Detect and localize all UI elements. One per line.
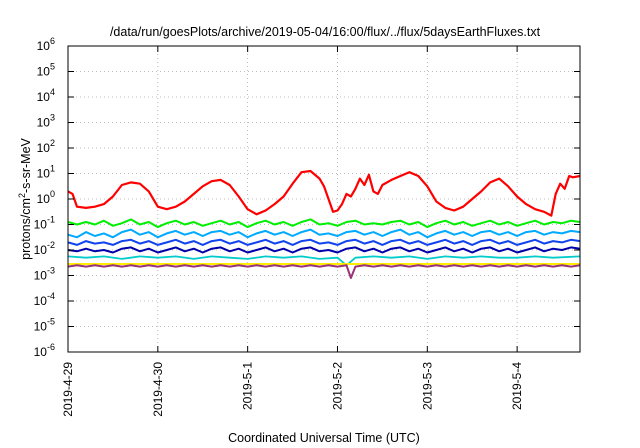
- y-tick-label-exp: 4: [50, 87, 55, 97]
- y-axis-label-pre: protons/cm: [19, 198, 33, 260]
- y-tick-label-base: 10: [34, 218, 48, 232]
- series-line-2: [67, 228, 581, 239]
- y-tick-label-12: 106: [37, 36, 55, 53]
- y-tick-label-exp: -1: [47, 215, 55, 225]
- x-axis-label: Coordinated Universal Time (UTC): [228, 431, 420, 445]
- y-tick-label-1: 10-5: [34, 317, 55, 334]
- y-tick-label-0: 10-6: [34, 342, 55, 359]
- series-line-3: [67, 238, 581, 246]
- y-tick-label-base: 10: [34, 269, 48, 283]
- y-tick-label-base: 10: [34, 345, 48, 359]
- y-tick-label-base: 10: [37, 192, 51, 206]
- y-tick-label-10: 104: [37, 87, 55, 104]
- series-line-4: [67, 246, 581, 254]
- y-tick-label-exp: 5: [50, 62, 55, 72]
- y-tick-label-base: 10: [37, 39, 51, 53]
- y-axis-label-sup: 2: [17, 193, 27, 198]
- y-tick-label-exp: -3: [47, 266, 55, 276]
- x-tick-label-0: 2019-4-29: [61, 362, 75, 417]
- y-tick-label-8: 102: [37, 138, 55, 155]
- y-tick-label-6: 100: [37, 189, 55, 206]
- y-tick-label-exp: 1: [50, 164, 55, 174]
- y-tick-label-7: 101: [37, 164, 55, 181]
- x-tick-label-1: 2019-4-30: [151, 362, 165, 417]
- y-axis-ticks: 10-610-510-410-310-210-11001011021031041…: [34, 36, 580, 359]
- y-tick-label-base: 10: [37, 116, 51, 130]
- chart-title: /data/run/goesPlots/archive/2019-05-04/1…: [110, 25, 541, 39]
- y-axis-label-post: -s-sr-MeV: [19, 137, 33, 193]
- grid-lines: [68, 46, 580, 352]
- x-tick-label-4: 2019-5-3: [420, 362, 434, 410]
- series-line-7: [67, 264, 581, 279]
- y-tick-label-exp: -5: [47, 317, 55, 327]
- y-tick-label-3: 10-3: [34, 266, 55, 283]
- y-tick-label-base: 10: [37, 65, 51, 79]
- y-tick-label-exp: -6: [47, 342, 55, 352]
- y-tick-label-base: 10: [34, 294, 48, 308]
- x-tick-label-5: 2019-5-4: [510, 362, 524, 410]
- y-tick-label-exp: 3: [50, 113, 55, 123]
- series-layer: [67, 169, 581, 279]
- y-tick-label-exp: -2: [47, 240, 55, 250]
- y-axis-label: protons/cm2-s-sr-MeV: [17, 137, 33, 259]
- y-tick-label-exp: 2: [50, 138, 55, 148]
- y-tick-label-base: 10: [37, 141, 51, 155]
- y-tick-label-5: 10-1: [34, 215, 55, 232]
- x-axis-ticks: 2019-4-29 2019-4-30 2019-5-1 2019-5-2 2019-5…: [61, 46, 524, 417]
- x-tick-label-3: 2019-5-2: [330, 362, 344, 410]
- series-line-1: [67, 218, 581, 229]
- y-tick-label-base: 10: [37, 167, 51, 181]
- y-tick-label-exp: 6: [50, 36, 55, 46]
- y-tick-label-9: 103: [37, 113, 55, 130]
- y-tick-label-exp: -4: [47, 291, 55, 301]
- y-tick-label-base: 10: [37, 90, 51, 104]
- y-tick-label-4: 10-2: [34, 240, 55, 257]
- y-tick-label-2: 10-4: [34, 291, 55, 308]
- y-tick-label-11: 105: [37, 62, 55, 79]
- y-tick-label-exp: 0: [50, 189, 55, 199]
- y-tick-label-base: 10: [34, 243, 48, 257]
- x-tick-label-2: 2019-5-1: [241, 362, 255, 410]
- series-line-0: [67, 169, 581, 217]
- series-line-5: [67, 255, 581, 267]
- y-tick-label-base: 10: [34, 320, 48, 334]
